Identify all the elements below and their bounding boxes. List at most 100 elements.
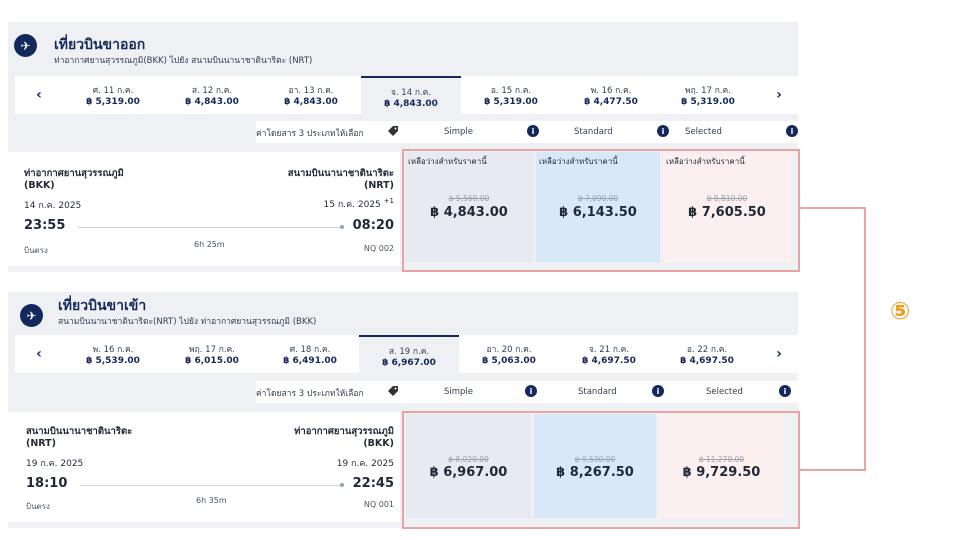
outbound-next-arrow[interactable]: › [776, 87, 782, 103]
original-price: ฿ 7,090.00 [577, 194, 619, 203]
date-label: ศ. 18 ก.ค. [289, 345, 331, 355]
date-label: อ. 22 ก.ค. [686, 345, 728, 355]
arrival-date: 15 ก.ค. 2025 [323, 200, 381, 210]
date-price: ฿ 4,697.50 [680, 356, 734, 366]
arrival-airport: ท่าอากาศยานสุวรรณภูมิ [294, 426, 394, 437]
flight-path-dot [340, 483, 344, 487]
flight-number: NQ 001 [363, 500, 394, 509]
original-price: ฿ 8,020.00 [448, 455, 489, 464]
outbound-fares-highlight [402, 149, 800, 272]
outbound-fare-simple[interactable]: เหลือว่างสำหรับราคานี้ ฿ 5,560.00 ฿ 4,84… [405, 152, 533, 262]
return-route: สนามบินนานาชาตินาริตะ(NRT) ไปยัง ท่าอากา… [58, 317, 317, 327]
stops-label: บินตรง [24, 246, 48, 255]
date-price: ฿ 6,967.00 [382, 358, 436, 368]
date-label: จ. 21 ก.ค. [588, 345, 630, 355]
fare-price: ฿ 8,267.50 [556, 465, 634, 480]
return-date-bar: ‹ พ. 16 ก.ค. ฿ 5,539.00 พฤ. 17 ก.ค. ฿ 6,… [15, 335, 802, 375]
return-fare-selected[interactable]: ฿ 11,270.00 ฿ 9,729.50 [659, 414, 784, 518]
return-date-tab[interactable]: อ. 22 ก.ค. ฿ 4,697.50 [659, 335, 755, 373]
date-price: ฿ 5,319.00 [484, 97, 538, 107]
outbound-flight-card[interactable]: ท่าอากาศยานสุวรรณภูมิ (BKK) สนามบินนานาช… [8, 152, 400, 266]
return-date-tab[interactable]: พ. 16 ก.ค. ฿ 5,539.00 [63, 335, 163, 373]
outbound-date-tab[interactable]: พ. 16 ก.ค. ฿ 4,477.50 [561, 76, 661, 114]
fare-col-selected: Selected [706, 387, 743, 397]
date-label: จ. 14 ก.ค. [390, 88, 432, 98]
departure-time: 23:55 [24, 218, 66, 233]
arrival-code: (BKK) [363, 438, 394, 449]
flight-path-line [78, 227, 340, 228]
info-icon[interactable]: i [525, 385, 537, 397]
return-prev-arrow[interactable]: ‹ [36, 346, 42, 362]
info-icon[interactable]: i [652, 385, 664, 397]
outbound-date-tab[interactable]: พฤ. 17 ก.ค. ฿ 5,319.00 [661, 76, 755, 114]
date-label: อา. 13 ก.ค. [288, 86, 334, 96]
arrival-code: (NRT) [363, 180, 394, 191]
duration-label: 6h 25m [194, 240, 225, 249]
fare-col-selected: Selected [685, 127, 722, 137]
date-price: ฿ 4,477.50 [584, 97, 638, 107]
tag-icon [388, 126, 398, 136]
annotation-connector [798, 207, 866, 471]
outbound-date-tab[interactable]: ส. 12 ก.ค. ฿ 4,843.00 [163, 76, 261, 114]
date-label: ส. 12 ก.ค. [191, 86, 233, 96]
date-label: อ. 15 ก.ค. [490, 86, 532, 96]
date-price: ฿ 4,843.00 [384, 99, 438, 109]
outbound-fare-standard[interactable]: เหลือว่างสำหรับราคานี้ ฿ 7,090.00 ฿ 6,14… [536, 152, 660, 262]
date-label: พฤ. 17 ก.ค. [189, 345, 235, 355]
outbound-date-bar: ‹ ศ. 11 ก.ค. ฿ 5,319.00 ส. 12 ก.ค. ฿ 4,8… [15, 76, 802, 116]
date-price: ฿ 6,491.00 [283, 356, 337, 366]
info-icon[interactable]: i [786, 125, 798, 137]
return-date-tab[interactable]: อา. 20 ก.ค. ฿ 5,063.00 [459, 335, 559, 373]
departure-time: 18:10 [26, 476, 68, 491]
date-label: พ. 16 ก.ค. [92, 345, 134, 355]
date-price: ฿ 5,319.00 [86, 97, 140, 107]
fare-price: ฿ 6,967.00 [429, 465, 508, 480]
return-next-arrow[interactable]: › [776, 346, 782, 362]
return-flight-card[interactable]: สนามบินนานาชาตินาริตะ (NRT) ท่าอากาศยานส… [8, 412, 400, 522]
arrival-airport: สนามบินนานาชาตินาริตะ [287, 168, 394, 179]
info-icon[interactable]: i [779, 385, 791, 397]
return-date-tab-selected[interactable]: ส. 19 ก.ค. ฿ 6,967.00 [359, 335, 459, 375]
date-price: ฿ 4,843.00 [284, 97, 338, 107]
return-fare-standard[interactable]: ฿ 9,530.00 ฿ 8,267.50 [534, 414, 656, 518]
flight-path-dot [340, 225, 344, 229]
availability-note: เหลือว่างสำหรับราคานี้ [666, 157, 745, 166]
tag-icon [388, 386, 398, 396]
fare-price: ฿ 7,605.50 [688, 205, 766, 220]
info-icon[interactable]: i [657, 125, 669, 137]
outbound-date-tab[interactable]: อ. 15 ก.ค. ฿ 5,319.00 [461, 76, 561, 114]
original-price: ฿ 8,810.00 [706, 194, 748, 203]
date-price: ฿ 5,319.00 [681, 97, 735, 107]
fare-col-standard: Standard [574, 127, 613, 137]
date-label: ศ. 11 ก.ค. [92, 86, 134, 96]
duration-label: 6h 35m [196, 496, 227, 505]
date-label: อา. 20 ก.ค. [486, 345, 532, 355]
arrival-date: 19 ก.ค. 2025 [336, 459, 394, 469]
return-date-tab[interactable]: พฤ. 17 ก.ค. ฿ 6,015.00 [163, 335, 261, 373]
date-label: พ. 16 ก.ค. [590, 86, 632, 96]
date-price: ฿ 4,697.50 [582, 356, 636, 366]
date-price: ฿ 5,539.00 [86, 356, 140, 366]
return-date-tab[interactable]: ศ. 18 ก.ค. ฿ 6,491.00 [261, 335, 359, 373]
fare-price: ฿ 6,143.50 [559, 205, 637, 220]
fare-price: ฿ 4,843.00 [430, 205, 508, 220]
original-price: ฿ 11,270.00 [698, 455, 745, 464]
outbound-date-tab-selected[interactable]: จ. 14 ก.ค. ฿ 4,843.00 [361, 76, 461, 116]
departure-date: 19 ก.ค. 2025 [26, 459, 84, 469]
arrival-time: 08:20 [352, 218, 394, 233]
outbound-fare-selected[interactable]: เหลือว่างสำหรับราคานี้ ฿ 8,810.00 ฿ 7,60… [663, 152, 791, 262]
info-icon[interactable]: i [527, 125, 539, 137]
outbound-prev-arrow[interactable]: ‹ [36, 87, 42, 103]
return-date-tab[interactable]: จ. 21 ก.ค. ฿ 4,697.50 [559, 335, 659, 373]
stops-label: บินตรง [26, 502, 50, 511]
outbound-date-tab[interactable]: ศ. 11 ก.ค. ฿ 5,319.00 [63, 76, 163, 114]
flight-number: NQ 002 [363, 244, 394, 253]
return-fare-simple[interactable]: ฿ 8,020.00 ฿ 6,967.00 [406, 414, 531, 518]
outbound-date-tab[interactable]: อา. 13 ก.ค. ฿ 4,843.00 [261, 76, 361, 114]
return-fare-header: ค่าโดยสาร 3 ประเภทให้เลือก Simple i Stan… [256, 381, 798, 403]
arrival-date-wrap: 15 ก.ค. 2025 +1 [324, 197, 394, 211]
outbound-title: เที่ยวบินขาออก [54, 37, 146, 53]
day-offset: +1 [383, 197, 394, 205]
date-label: ส. 19 ก.ค. [388, 347, 430, 357]
fare-types-note: ค่าโดยสาร 3 ประเภทให้เลือก [256, 129, 364, 139]
